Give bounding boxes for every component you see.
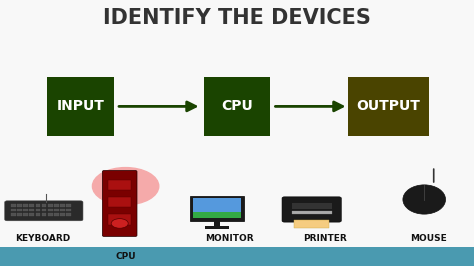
Bar: [54, 204, 59, 207]
Bar: [48, 213, 53, 216]
Bar: [17, 204, 22, 207]
Bar: [29, 209, 34, 211]
Circle shape: [92, 168, 159, 205]
Circle shape: [111, 219, 128, 228]
Bar: [54, 213, 59, 216]
FancyBboxPatch shape: [5, 201, 83, 221]
Bar: [29, 204, 34, 207]
Text: KEYBOARD: KEYBOARD: [15, 234, 70, 243]
Bar: [17, 209, 22, 211]
Text: PRINTER: PRINTER: [303, 234, 346, 243]
Bar: [17, 213, 22, 216]
Text: CPU: CPU: [221, 99, 253, 113]
Bar: [66, 204, 71, 207]
Bar: [205, 226, 228, 229]
Bar: [48, 209, 53, 211]
FancyBboxPatch shape: [282, 197, 341, 222]
Bar: [108, 214, 131, 225]
Bar: [108, 197, 131, 207]
Bar: [23, 209, 28, 211]
FancyBboxPatch shape: [102, 171, 137, 236]
Bar: [108, 180, 131, 190]
Bar: [42, 213, 46, 216]
Bar: [11, 209, 16, 211]
Bar: [66, 209, 71, 211]
Bar: [42, 209, 46, 211]
Bar: [11, 204, 16, 207]
Bar: [0, 247, 474, 266]
Bar: [294, 220, 329, 228]
Bar: [48, 204, 53, 207]
Bar: [292, 203, 332, 209]
Bar: [60, 213, 65, 216]
Text: MONITOR: MONITOR: [206, 234, 254, 243]
Text: OUTPUT: OUTPUT: [357, 99, 420, 113]
FancyBboxPatch shape: [348, 77, 429, 136]
Bar: [42, 204, 46, 207]
Ellipse shape: [403, 185, 446, 214]
Text: IDENTIFY THE DEVICES: IDENTIFY THE DEVICES: [103, 8, 371, 28]
Bar: [11, 213, 16, 216]
Bar: [23, 204, 28, 207]
Bar: [66, 213, 71, 216]
Bar: [60, 204, 65, 207]
Bar: [36, 209, 40, 211]
Text: INPUT: INPUT: [56, 99, 105, 113]
Bar: [23, 213, 28, 216]
Text: CPU: CPU: [115, 252, 136, 261]
Bar: [193, 198, 241, 218]
Bar: [36, 213, 40, 216]
Bar: [193, 211, 241, 218]
Bar: [292, 211, 332, 214]
Text: MOUSE: MOUSE: [410, 234, 447, 243]
Bar: [54, 209, 59, 211]
Bar: [213, 220, 220, 227]
Bar: [29, 213, 34, 216]
FancyBboxPatch shape: [47, 77, 114, 136]
Bar: [60, 209, 65, 211]
FancyBboxPatch shape: [204, 77, 270, 136]
Bar: [36, 204, 40, 207]
Bar: [190, 196, 244, 221]
